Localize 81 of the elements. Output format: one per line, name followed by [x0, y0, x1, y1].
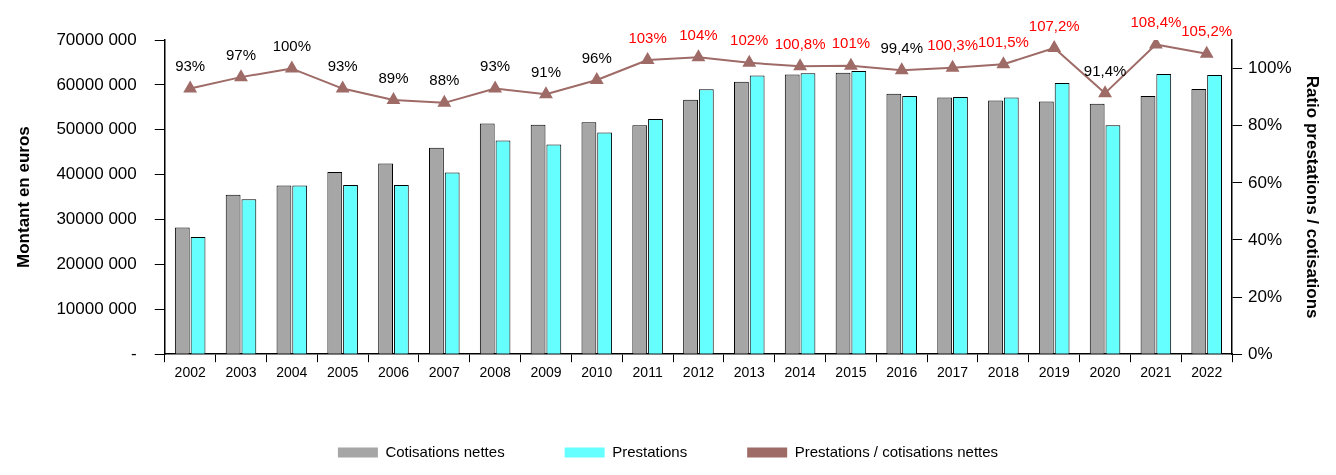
data-label: 103% — [628, 28, 667, 46]
y-axis-title: Montant en euros — [13, 126, 33, 268]
data-label: 99,4% — [880, 38, 924, 56]
data-label: 88% — [429, 71, 460, 89]
point — [387, 92, 400, 104]
y2-tick-label: 100% — [1248, 58, 1292, 78]
y-tick-label: - — [131, 343, 137, 363]
data-label: 107,2% — [1028, 16, 1080, 34]
point — [844, 58, 858, 70]
x-tick-label: 2015 — [835, 364, 867, 381]
x-tick-label: 2005 — [327, 364, 359, 381]
point — [488, 81, 502, 93]
point — [234, 70, 248, 82]
data-label: 100% — [272, 37, 312, 55]
y-tick-label: 60000 000 — [56, 74, 137, 94]
x-tick-label: 2009 — [530, 364, 562, 381]
point — [793, 59, 807, 71]
data-label: 93% — [327, 57, 358, 75]
legend-label: Prestations — [612, 442, 688, 460]
point — [590, 72, 603, 84]
legend-label: Cotisations nettes — [385, 442, 505, 460]
x-tick-label: 2010 — [581, 364, 613, 381]
point — [1098, 86, 1112, 98]
point — [997, 57, 1010, 69]
data-label: 89% — [378, 68, 409, 86]
x-tick-label: 2004 — [276, 364, 308, 381]
point — [895, 63, 908, 75]
x-tick-label: 2014 — [784, 364, 816, 381]
x-tick-label: 2012 — [682, 364, 715, 381]
data-label: 97% — [225, 45, 257, 63]
x-tick-label: 2002 — [174, 364, 206, 381]
data-label: 96% — [581, 48, 612, 66]
x-tick-label: 2022 — [1191, 364, 1223, 381]
y2-tick-label: 20% — [1248, 286, 1283, 306]
data-label: 108,4% — [1130, 13, 1182, 31]
x-tick-label: 2017 — [937, 364, 969, 381]
point — [641, 53, 654, 64]
point — [743, 55, 756, 67]
point — [692, 50, 705, 62]
x-tick-label: 2016 — [886, 364, 918, 381]
data-label: 91% — [530, 62, 561, 80]
point — [285, 61, 299, 73]
x-tick-label: 2013 — [733, 364, 766, 381]
y-tick-label: 30000 000 — [56, 209, 137, 229]
x-tick-label: 2007 — [428, 364, 461, 381]
data-label: 93% — [175, 57, 206, 75]
x-tick-label: 2021 — [1140, 364, 1172, 381]
y-tick-label: 20000 000 — [56, 254, 137, 274]
data-label: 102% — [730, 31, 769, 49]
data-label: 100,3% — [927, 36, 979, 54]
y2-tick-label: 40% — [1248, 229, 1283, 249]
y-tick-label: 70000 000 — [56, 29, 137, 49]
y-tick-label: 40000 000 — [56, 164, 137, 184]
data-label: 93% — [480, 57, 511, 75]
x-tick-label: 2011 — [632, 364, 663, 381]
point — [183, 81, 197, 93]
y2-tick-label: 80% — [1248, 115, 1283, 135]
point — [539, 87, 553, 99]
point — [336, 81, 349, 93]
x-tick-label: 2020 — [1089, 364, 1121, 381]
data-label: 105,2% — [1181, 22, 1233, 40]
point — [946, 60, 959, 72]
y2-tick-label: 0% — [1248, 343, 1273, 363]
x-tick-label: 2008 — [479, 364, 511, 381]
y2-axis-title: Ratio prestations / cotisations — [1303, 75, 1323, 319]
point — [1200, 46, 1213, 58]
data-label: 100,8% — [774, 34, 826, 52]
y2-tick-label: 60% — [1248, 172, 1283, 192]
data-label: 104% — [679, 25, 718, 43]
x-tick-label: 2006 — [377, 364, 410, 381]
x-tick-label: 2003 — [225, 364, 257, 381]
y-tick-label: 50000 000 — [56, 119, 137, 139]
y-tick-label: 10000 000 — [56, 299, 137, 318]
legend-label: Prestations / cotisations nettes — [794, 442, 999, 460]
data-label: 101,5% — [977, 32, 1029, 50]
point — [1048, 41, 1061, 52]
x-tick-label: 2018 — [987, 364, 1020, 381]
data-label: 101% — [831, 34, 871, 52]
data-label: 91,4% — [1083, 61, 1127, 79]
point — [438, 95, 451, 107]
x-tick-label: 2019 — [1038, 364, 1071, 381]
